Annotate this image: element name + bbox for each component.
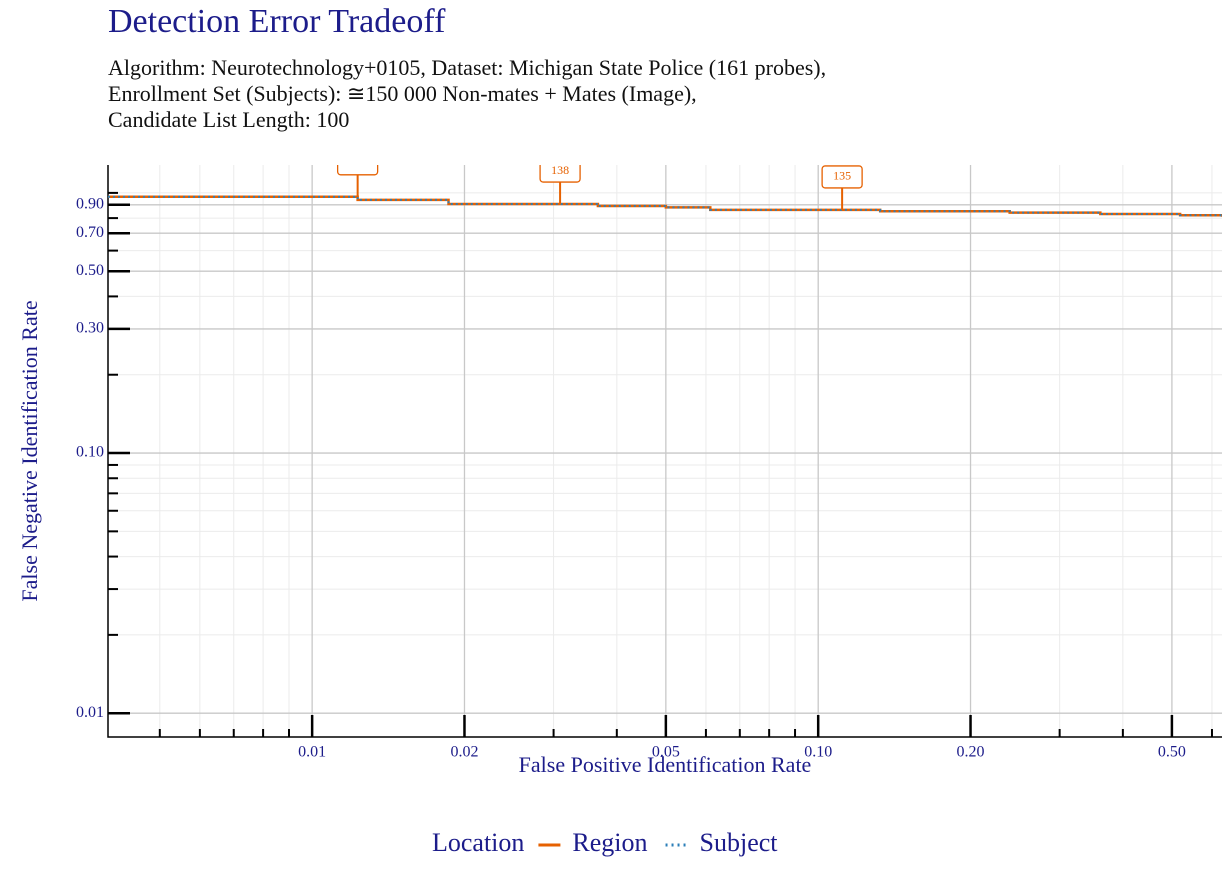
x-tick-label: 0.20: [957, 744, 985, 761]
plot-top-mask: [103, 140, 1222, 165]
x-tick-label: 0.01: [298, 744, 326, 761]
annotation-box: [821, 165, 863, 189]
legend-label: Region: [572, 828, 647, 857]
x-tick-label: 0.05: [652, 744, 680, 761]
subtitle: Algorithm: Neurotechnology+0105, Dataset…: [108, 55, 826, 80]
subtitle: Candidate List Length: 100: [108, 107, 349, 132]
legend-label: Subject: [700, 828, 779, 857]
axis-line: [107, 165, 1222, 738]
y-tick-label: 0.10: [76, 444, 104, 461]
y-tick-label: 0.70: [76, 224, 104, 241]
x-axis-label: False Positive Identification Rate: [519, 752, 812, 777]
annotation-label: 138: [551, 163, 569, 177]
y-axis-label: False Negative Identification Rate: [17, 300, 42, 601]
y-tick-label: 0.30: [76, 320, 104, 337]
y-tick-label: 0.90: [76, 195, 104, 212]
y-tick-label: 0.50: [76, 262, 104, 279]
series-line: [108, 195, 1222, 217]
x-tick-label: 0.02: [450, 744, 478, 761]
chart-title: Detection Error Tradeoff: [108, 3, 446, 40]
x-tick-label: 0.10: [804, 744, 832, 761]
legend-title: Location: [432, 828, 524, 857]
annotation-label: 135: [833, 169, 851, 183]
y-tick-label: 0.01: [76, 704, 104, 721]
subtitle: Enrollment Set (Subjects): ≅150 000 Non-…: [108, 81, 697, 106]
x-tick-label: 0.50: [1158, 744, 1186, 761]
